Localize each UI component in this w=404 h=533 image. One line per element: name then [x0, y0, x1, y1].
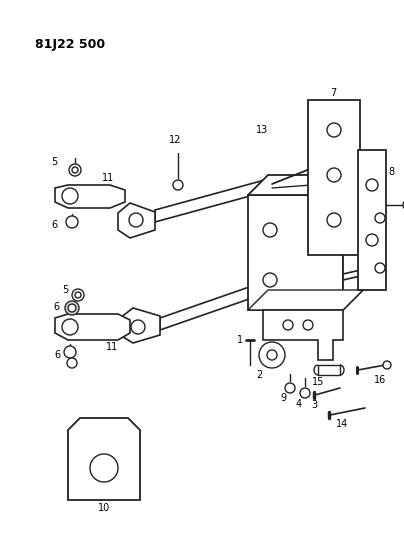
Circle shape [75, 292, 81, 298]
Text: 81J22 500: 81J22 500 [35, 38, 105, 51]
Circle shape [263, 273, 277, 287]
Circle shape [267, 350, 277, 360]
Text: 5: 5 [51, 157, 57, 167]
Text: 7: 7 [330, 88, 336, 98]
Circle shape [64, 346, 76, 358]
Text: 12: 12 [169, 135, 181, 145]
Circle shape [366, 179, 378, 191]
Text: 4: 4 [296, 399, 302, 409]
Circle shape [173, 180, 183, 190]
Circle shape [366, 234, 378, 246]
Circle shape [263, 223, 277, 237]
Circle shape [62, 188, 78, 204]
Text: 8: 8 [388, 167, 394, 177]
Text: 13: 13 [256, 125, 268, 135]
Polygon shape [358, 150, 386, 290]
Circle shape [375, 263, 385, 273]
Text: 2: 2 [256, 370, 262, 380]
Polygon shape [308, 100, 360, 255]
Circle shape [383, 361, 391, 369]
Circle shape [303, 320, 313, 330]
Polygon shape [263, 310, 343, 360]
Circle shape [72, 289, 84, 301]
Circle shape [67, 358, 77, 368]
Text: 6: 6 [51, 220, 57, 230]
Circle shape [300, 388, 310, 398]
Text: 1: 1 [237, 335, 243, 345]
Circle shape [65, 301, 79, 315]
Circle shape [131, 320, 145, 334]
Circle shape [62, 319, 78, 335]
Polygon shape [248, 195, 343, 310]
Text: 10: 10 [98, 503, 110, 513]
Text: 11: 11 [106, 342, 118, 352]
Polygon shape [155, 178, 272, 222]
Text: 5: 5 [62, 285, 68, 295]
Text: 16: 16 [374, 375, 386, 385]
Circle shape [72, 167, 78, 173]
Circle shape [327, 123, 341, 137]
Polygon shape [343, 175, 363, 310]
Polygon shape [55, 314, 130, 340]
Polygon shape [318, 365, 340, 375]
Circle shape [259, 342, 285, 368]
Polygon shape [248, 175, 363, 195]
Polygon shape [68, 418, 140, 500]
Polygon shape [55, 185, 125, 208]
Text: 6: 6 [53, 302, 59, 312]
Circle shape [403, 200, 404, 210]
Text: 6: 6 [54, 350, 60, 360]
Text: 15: 15 [312, 377, 324, 387]
Circle shape [283, 320, 293, 330]
Polygon shape [118, 203, 155, 238]
Circle shape [129, 213, 143, 227]
Circle shape [285, 383, 295, 393]
Polygon shape [160, 278, 275, 330]
Text: 9: 9 [280, 393, 286, 403]
Polygon shape [120, 308, 160, 343]
Polygon shape [248, 290, 363, 310]
Text: 11: 11 [102, 173, 114, 183]
Circle shape [327, 213, 341, 227]
Text: 14: 14 [336, 419, 348, 429]
Circle shape [327, 168, 341, 182]
Circle shape [69, 164, 81, 176]
Circle shape [68, 304, 76, 312]
Text: 3: 3 [311, 400, 317, 410]
Circle shape [90, 454, 118, 482]
Circle shape [375, 213, 385, 223]
Circle shape [66, 216, 78, 228]
